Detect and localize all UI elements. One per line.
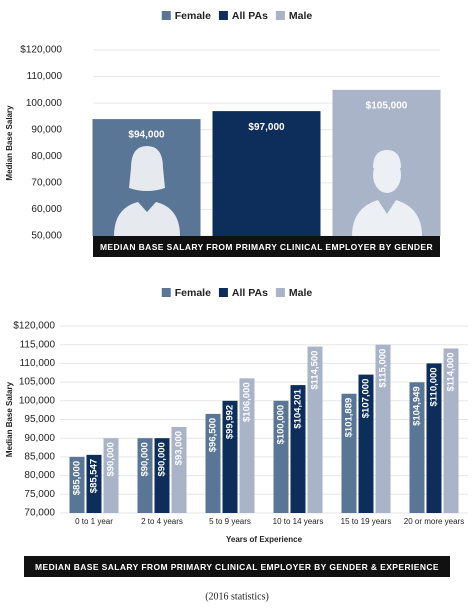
value-label: $99,992 [225, 405, 236, 439]
legend-label: All PAs [232, 287, 268, 299]
marks: 50,000 60,000 70,000 80,000 90,000 100,000 110… [5, 10, 468, 544]
legend-swatch [218, 11, 228, 20]
value-label: $90,000 [106, 442, 117, 476]
bar [273, 400, 289, 513]
legend-label: Female [175, 10, 211, 22]
legend-swatch [161, 288, 171, 297]
y-tick-label: 70,000 [24, 508, 55, 519]
x-tick-label: 10 to 14 years [273, 517, 324, 526]
x-axis-label: Years of Experience [226, 535, 303, 544]
bar [86, 454, 102, 513]
y-tick-label: 90,000 [31, 124, 62, 135]
y-tick-label: 100,000 [26, 98, 63, 109]
x-tick-label: 20 or more years [404, 517, 464, 526]
y-tick-label: 50,000 [31, 231, 62, 242]
value-label: $106,000 [242, 382, 253, 422]
bar [137, 438, 153, 513]
y-tick-label: 100,000 [19, 395, 56, 406]
bar [171, 426, 187, 513]
legend-label: All PAs [232, 10, 268, 22]
y-tick-label: 115,000 [20, 339, 56, 350]
value-label: $94,000 [128, 130, 165, 141]
icons [114, 146, 422, 236]
y-tick-label: 95,000 [24, 414, 55, 425]
x-tick-label: 2 to 4 years [141, 517, 183, 526]
x-tick-label: 0 to 1 year [75, 517, 113, 526]
x-tick-label: 5 to 9 years [209, 517, 251, 526]
y-axis-label: Median Base Salary [5, 105, 14, 181]
female-icon [114, 202, 180, 236]
value-label: $115,000 [378, 349, 389, 388]
bar [290, 385, 306, 513]
y-axis-label: Median Base Salary [5, 381, 14, 457]
male-icon [373, 150, 401, 168]
bar [307, 346, 323, 513]
value-label: $85,547 [89, 459, 100, 493]
value-label: $90,000 [157, 442, 168, 476]
bar [212, 111, 321, 236]
bar [69, 456, 85, 513]
bar [205, 413, 221, 513]
legend-label: Female [175, 287, 211, 299]
y-tick-label: $120,000 [13, 321, 55, 332]
legend-label: Male [289, 287, 313, 299]
value-label: $96,500 [208, 418, 219, 452]
footer: (2016 statistics) [205, 591, 269, 602]
value-label: $110,000 [429, 367, 440, 406]
bar [409, 382, 425, 513]
caption-banner [24, 556, 450, 577]
y-tick-label: 85,000 [24, 452, 55, 463]
y-tick-label: 110,000 [27, 71, 63, 82]
caption: MEDIAN BASE SALARY FROM PRIMARY CLINICAL… [35, 562, 439, 572]
legend-swatch [218, 288, 228, 297]
bar [154, 438, 170, 513]
y-tick-label: 110,000 [20, 358, 56, 369]
legend-swatch [161, 11, 171, 20]
legend-swatch [275, 288, 285, 297]
y-tick-label: 80,000 [31, 151, 62, 162]
value-label: $97,000 [248, 122, 285, 133]
bar [358, 374, 374, 513]
value-label: $100,000 [276, 405, 287, 445]
value-label: $93,000 [174, 431, 185, 465]
y-tick-label: 70,000 [31, 177, 62, 188]
y-tick-label: $120,000 [20, 45, 62, 56]
value-label: $107,000 [361, 379, 372, 419]
bar [239, 378, 255, 513]
value-label: $90,000 [140, 442, 151, 476]
value-label: $104,201 [293, 388, 304, 428]
bar [426, 363, 442, 513]
caption: MEDIAN BASE SALARY FROM PRIMARY CLINICAL… [100, 242, 433, 252]
value-label: $101,889 [344, 398, 355, 438]
y-tick-label: 60,000 [31, 204, 62, 215]
value-label: $85,000 [72, 461, 83, 495]
bar [443, 348, 459, 513]
y-tick-label: 80,000 [24, 470, 55, 481]
y-tick-label: 105,000 [19, 377, 56, 388]
bar [103, 438, 119, 513]
value-label: $105,000 [366, 100, 408, 111]
bar [375, 344, 391, 513]
x-tick-label: 15 to 19 years [341, 517, 392, 526]
bar [222, 400, 238, 513]
legend-swatch [275, 11, 285, 20]
value-label: $114,500 [310, 351, 321, 390]
female-icon [129, 146, 165, 191]
value-label: $104,949 [412, 386, 423, 426]
y-tick-label: 75,000 [24, 489, 55, 500]
caption-banner [93, 236, 440, 257]
value-label: $114,000 [446, 352, 457, 391]
bar [341, 393, 357, 513]
y-tick-label: 90,000 [24, 433, 55, 444]
male-icon [352, 200, 422, 236]
legend-label: Male [289, 10, 313, 22]
